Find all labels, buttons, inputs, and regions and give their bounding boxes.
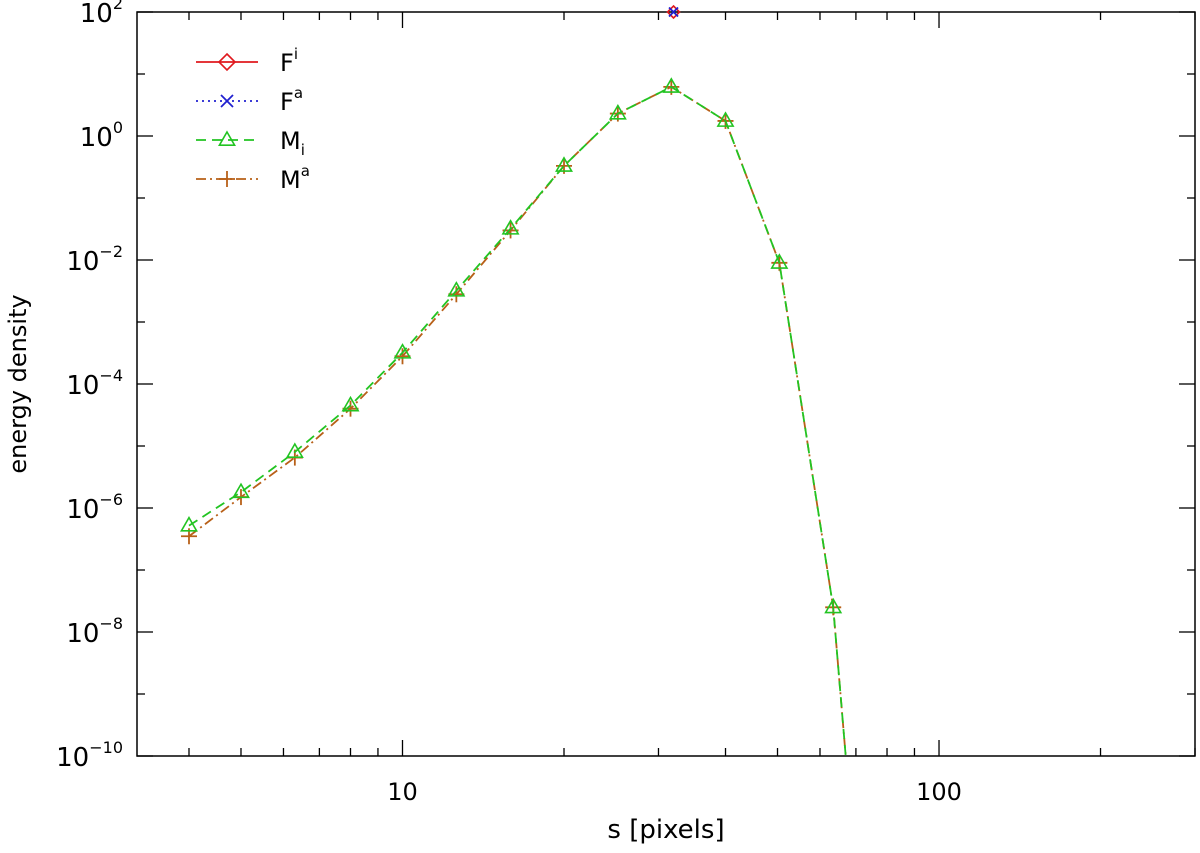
legend-label-superscript: a xyxy=(301,162,310,180)
y-tick-label-base: 10 xyxy=(56,743,89,773)
y-tick-label: 10−2 xyxy=(66,242,123,277)
data-point xyxy=(180,516,198,532)
series-line xyxy=(188,85,847,756)
y-tick-label-base: 10 xyxy=(80,0,113,29)
legend-label-base: M xyxy=(280,166,301,194)
y-tick-label: 10−4 xyxy=(66,366,123,401)
data-point xyxy=(662,77,681,93)
y-tick-label: 102 xyxy=(80,0,123,29)
y-tick-label-base: 10 xyxy=(80,123,113,153)
data-point xyxy=(716,111,735,127)
legend-item: Fa xyxy=(196,84,303,116)
data-point xyxy=(770,253,789,269)
data-point xyxy=(342,400,359,417)
legend-item: Mi xyxy=(196,127,305,159)
legend-label-subscript: i xyxy=(301,141,305,159)
series-layer xyxy=(180,77,847,756)
data-point xyxy=(447,281,466,297)
data-point xyxy=(666,4,681,20)
axis-ticks xyxy=(137,11,1196,757)
y-tick-label-exponent: 0 xyxy=(113,118,123,137)
data-point xyxy=(232,482,250,499)
y-tick-label-base: 10 xyxy=(66,619,99,649)
y-tick-label-exponent: −10 xyxy=(89,738,123,757)
data-point xyxy=(341,395,360,412)
x-tick-label: 10 xyxy=(387,778,418,806)
plot-frame xyxy=(136,11,1196,757)
y-tick-label-base: 10 xyxy=(66,371,99,401)
legend-label: Fi xyxy=(280,45,298,77)
y-tick-label: 10−10 xyxy=(56,738,123,773)
y-tick-label-base: 10 xyxy=(66,495,99,525)
data-point xyxy=(394,348,411,365)
legend-label: Ma xyxy=(280,162,310,194)
data-point xyxy=(824,597,843,614)
overflow-markers xyxy=(666,4,681,20)
y-tick-label: 10−8 xyxy=(66,614,123,649)
data-point xyxy=(218,130,236,146)
legend-label-superscript: i xyxy=(294,45,298,63)
legend-label-base: M xyxy=(280,127,301,155)
data-point-stroke xyxy=(668,6,679,18)
y-tick-label-exponent: −2 xyxy=(99,242,123,261)
y-tick-label: 10−6 xyxy=(66,490,123,525)
data-point xyxy=(393,343,412,359)
data-point-stroke xyxy=(220,94,234,108)
legend-label: Mi xyxy=(280,127,305,159)
x-axis-label: s [pixels] xyxy=(607,815,724,845)
y-axis-label: energy density xyxy=(4,294,32,473)
data-point xyxy=(220,94,234,108)
legend-item: Ma xyxy=(196,162,310,194)
y-tick-label-exponent: −4 xyxy=(99,366,123,385)
data-point xyxy=(448,286,465,303)
data-point xyxy=(501,219,520,235)
legend-label-base: F xyxy=(280,88,294,116)
data-point xyxy=(608,103,627,120)
y-tick-label-exponent: 2 xyxy=(113,0,123,13)
legend-label-base: F xyxy=(280,49,294,77)
legend-item: Fi xyxy=(196,45,298,77)
data-point xyxy=(668,6,679,18)
data-point xyxy=(555,156,573,172)
series-2 xyxy=(180,77,847,756)
y-tick-label-base: 10 xyxy=(66,247,99,277)
legend-label-superscript: a xyxy=(294,84,303,102)
data-point xyxy=(219,171,235,187)
y-tick-label: 100 xyxy=(80,118,123,153)
y-tick-label-exponent: −6 xyxy=(99,490,123,509)
y-tick-label-exponent: −8 xyxy=(99,614,123,633)
x-tick-label: 100 xyxy=(916,778,962,806)
legend-label: Fa xyxy=(280,84,303,116)
data-point xyxy=(285,442,304,459)
data-point xyxy=(217,52,237,72)
